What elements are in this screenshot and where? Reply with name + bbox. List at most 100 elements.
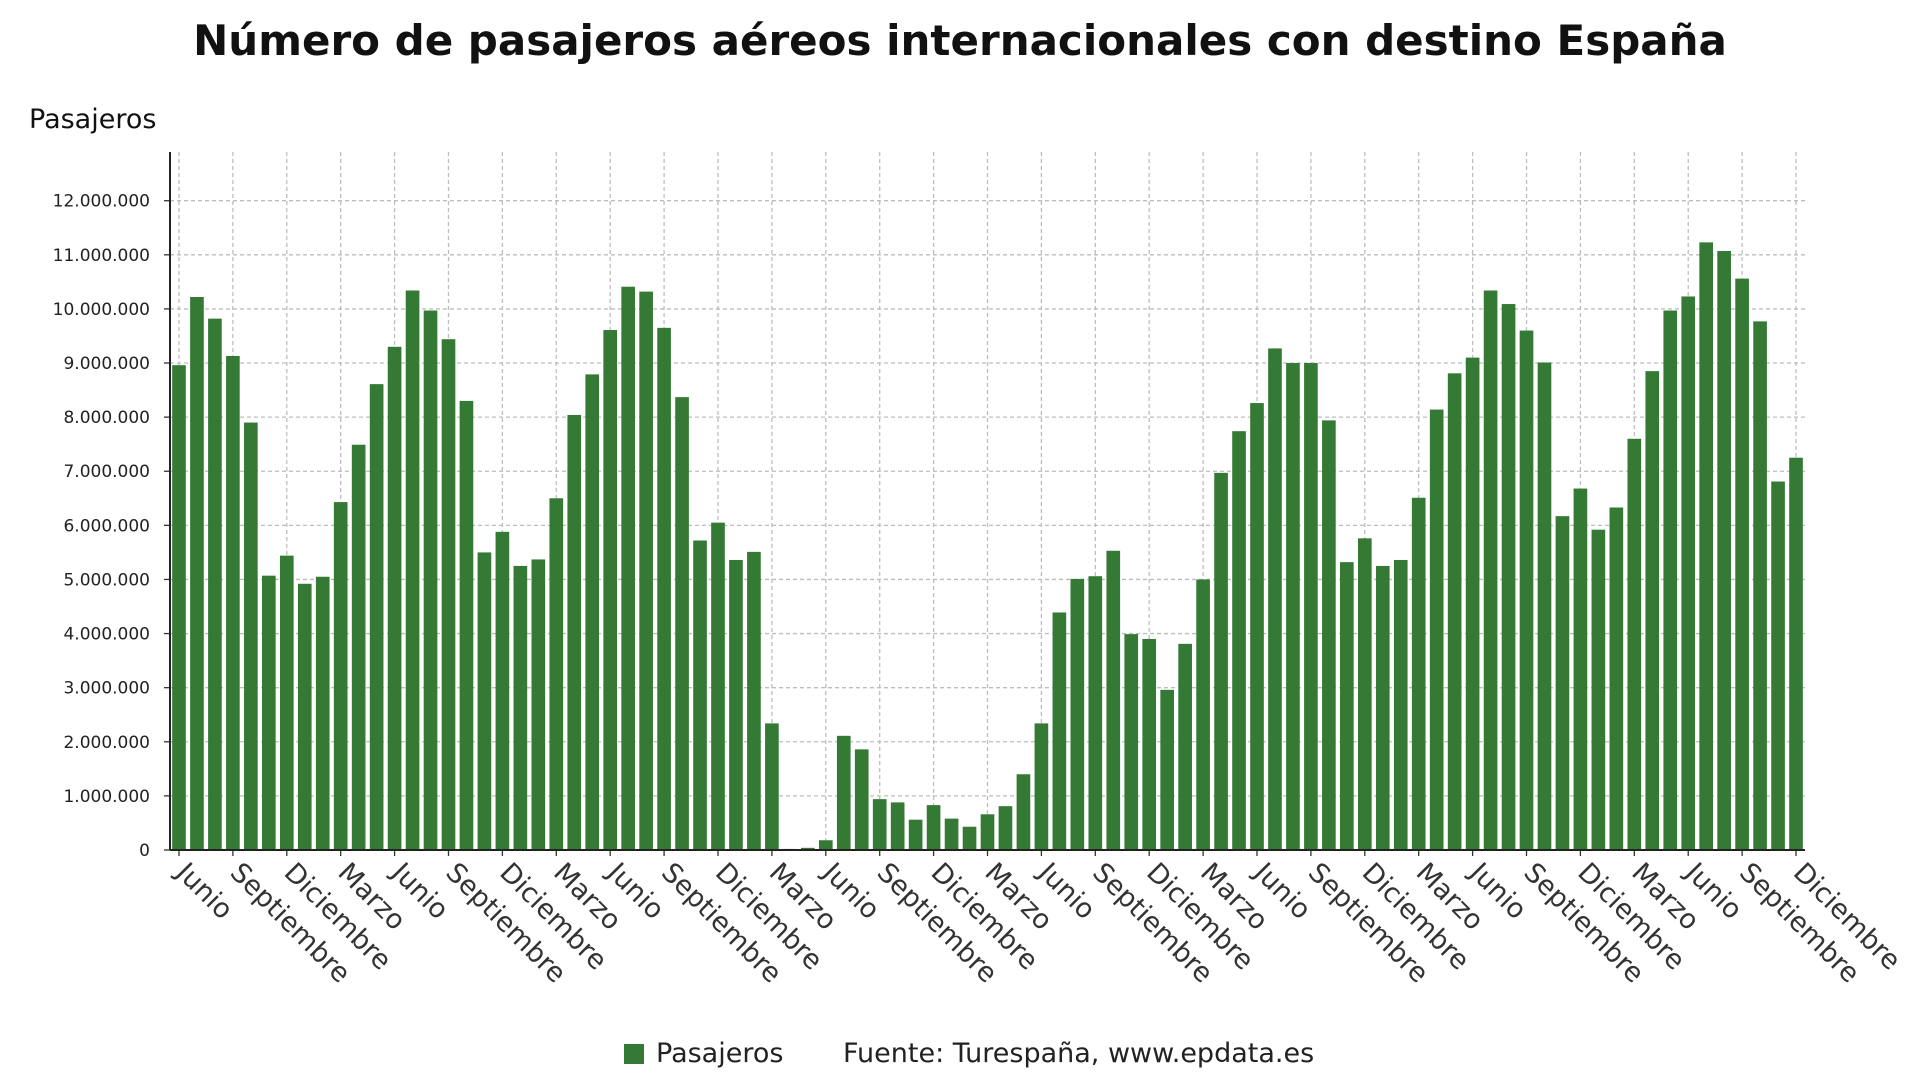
bar [890,802,905,850]
chart-title: Número de pasajeros aéreos internacional… [193,16,1727,65]
bar [1429,409,1444,850]
bar [387,346,402,850]
bar [1016,774,1031,850]
bar [405,290,420,850]
bar [1250,403,1264,850]
bar [369,384,384,850]
bar [801,847,815,850]
bar [1052,612,1067,850]
bar [1681,296,1696,851]
bar [172,365,186,850]
y-tick-label: 7.000.000 [63,462,150,482]
bar [1465,357,1480,850]
bar [531,559,546,850]
bar [226,355,240,850]
y-tick-labels: 0 1.000.000 2.000.000 3.000.000 4.000.000 5.0… [53,192,150,861]
bar [549,498,564,850]
bar [441,339,456,850]
bar [872,799,887,850]
bar [351,444,366,850]
bar [603,330,618,850]
bar [1322,420,1336,850]
bar [1196,579,1210,850]
bar [279,555,294,850]
bar [1286,363,1300,850]
y-tick-label: 5.000.000 [63,570,150,590]
bar [1393,559,1408,850]
bar [1034,723,1049,850]
bar [962,826,977,850]
bar [1591,529,1606,850]
y-axis-label: Pasajeros [29,104,157,135]
bar [1789,457,1803,850]
bar [1214,472,1228,850]
y-tick-label: 6.000.000 [63,516,150,536]
bar [1124,634,1139,850]
bar [980,814,995,850]
bar [1232,431,1246,850]
bar [1753,321,1767,850]
bar [639,291,653,851]
bar [1070,578,1085,850]
bar [1375,565,1390,850]
bar [1645,371,1660,850]
bar [1663,310,1678,851]
bar [675,397,689,850]
bar [1519,330,1534,851]
bar [1537,362,1552,850]
bar [190,297,204,850]
bar [1088,576,1103,850]
bar [1735,278,1749,850]
bars [172,242,1803,851]
bar [908,819,923,850]
bar [1160,689,1174,850]
bar [1411,497,1426,850]
legend-swatch [624,1043,644,1064]
bar [621,286,635,850]
bar [567,414,582,850]
bar [944,818,959,850]
y-tick-label: 0 [139,841,150,861]
axes [169,152,1805,856]
bar [297,583,312,850]
y-tick-label: 2.000.000 [63,733,150,753]
bar [693,540,707,850]
bar [423,310,438,851]
y-tick-label: 8.000.000 [63,408,150,428]
y-tick-label: 10.000.000 [53,300,150,320]
bar [585,374,600,850]
y-tick-label: 4.000.000 [63,625,150,645]
bar [477,552,492,850]
bar [513,565,528,850]
y-tick-label: 1.000.000 [63,787,150,807]
bar [208,318,222,850]
bar [729,559,743,850]
bar [1573,488,1588,850]
bar [836,735,851,850]
bar [244,422,258,850]
bar [1340,562,1354,850]
bar [459,400,474,850]
bar [495,531,510,850]
x-tick-labels: JunioSeptiembreDiciembreMarzoJunioSeptie… [169,856,1907,990]
y-tick-label: 11.000.000 [53,246,150,266]
bar [1717,251,1731,850]
x-tick-label: Junio [169,856,239,926]
bar [1609,507,1624,850]
bar [1483,290,1498,850]
legend: Pasajeros [624,1038,783,1069]
bar [1699,242,1714,851]
bar [333,502,348,850]
bar [747,551,761,850]
bar [1178,643,1192,850]
bar [854,749,869,850]
y-tick-label: 9.000.000 [63,354,150,374]
bar [1304,363,1318,850]
bar [1771,481,1785,850]
bar [765,723,779,850]
bar [315,576,330,850]
bar [1627,438,1642,850]
bar [1268,348,1282,850]
bar [1142,638,1157,850]
